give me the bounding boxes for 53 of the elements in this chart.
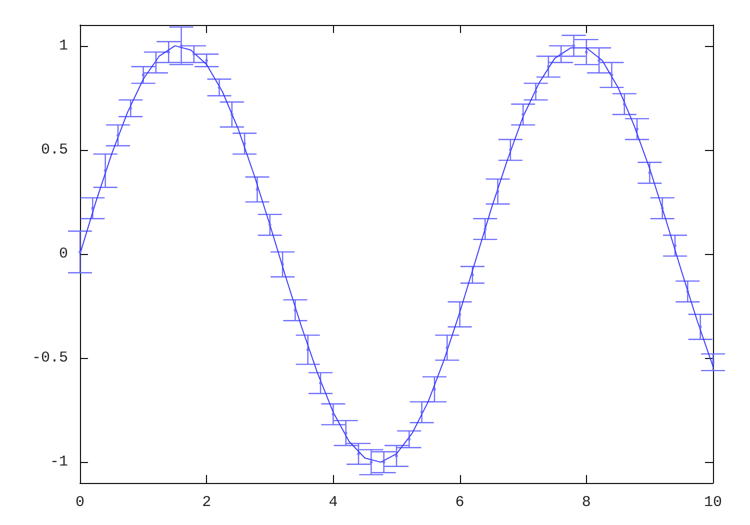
point: [712, 360, 714, 364]
point: [230, 113, 234, 116]
point: [522, 113, 525, 116]
point: [470, 273, 474, 276]
point: [660, 206, 664, 210]
point: [686, 290, 690, 293]
point: [622, 102, 626, 106]
point: [294, 308, 297, 312]
point: [370, 460, 373, 464]
point: [496, 190, 500, 194]
x-tick-label: 6: [455, 494, 464, 511]
point: [332, 412, 335, 416]
y-tick-label: 0.5: [40, 141, 68, 158]
point: [104, 169, 107, 172]
point: [610, 73, 614, 76]
point: [546, 65, 550, 68]
x-tick-label: 8: [582, 494, 591, 511]
point: [205, 58, 208, 62]
point: [446, 346, 449, 350]
point: [648, 171, 652, 174]
x-tick-label: 2: [202, 494, 212, 511]
point: [243, 142, 246, 146]
point: [319, 382, 322, 385]
point: [306, 348, 310, 352]
point: [534, 90, 538, 94]
point: [167, 50, 170, 54]
y-tick-label: 0: [58, 246, 68, 262]
y-tick-label: 1: [58, 37, 68, 54]
point: [636, 128, 639, 131]
point: [560, 52, 563, 56]
point: [698, 325, 702, 328]
point: [508, 148, 512, 152]
point: [91, 206, 94, 210]
point: [458, 312, 462, 316]
point: [268, 223, 272, 226]
point: [584, 50, 588, 54]
x-tick-label: 0: [75, 494, 85, 511]
point: [218, 86, 221, 89]
x-tick-label: 10: [704, 494, 722, 511]
x-tick-label: 4: [328, 494, 338, 511]
line-series: [80, 45, 714, 463]
point: [420, 410, 424, 414]
point: [256, 188, 259, 191]
point: [281, 262, 284, 266]
y-tick-label: -0.5: [32, 350, 68, 367]
point: [382, 460, 386, 464]
point: [572, 44, 576, 48]
y-tick-label: -1: [50, 454, 68, 471]
point: [142, 73, 145, 76]
point: [674, 244, 677, 248]
point: [180, 44, 183, 48]
point: [344, 432, 348, 435]
point: [484, 228, 487, 231]
